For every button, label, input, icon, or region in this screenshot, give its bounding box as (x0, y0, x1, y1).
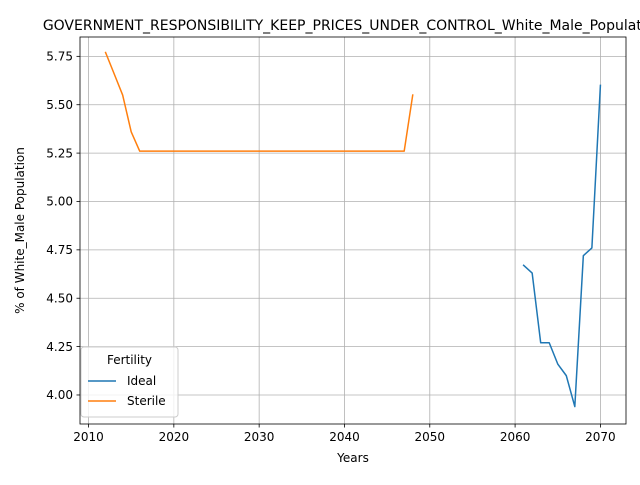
series-line-ideal (522, 84, 602, 408)
legend-label-sterile: Sterile (127, 394, 166, 408)
y-tick-label: 4.75 (46, 243, 73, 257)
x-tick-label: 2030 (244, 430, 275, 444)
tick-layer: 2010 2020 2030 2040 2050 2060 2070 4.00 4.25 4.50… (46, 50, 615, 444)
legend-entries: Ideal Sterile (88, 374, 166, 408)
y-axis-title: % of White_Male Population (13, 147, 27, 314)
y-tick-label: 5.25 (46, 146, 73, 160)
y-tick-label: 4.00 (46, 388, 73, 402)
y-tick-label: 4.25 (46, 340, 73, 354)
chart-title: GOVERNMENT_RESPONSIBILITY_KEEP_PRICES_UN… (43, 18, 640, 34)
series-layer (104, 51, 602, 408)
x-tick-label: 2070 (585, 430, 616, 444)
y-tick-label: 5.00 (46, 195, 73, 209)
plot-frame (79, 36, 627, 425)
legend-title: Fertility (107, 353, 152, 367)
y-tick-label: 5.50 (46, 98, 73, 112)
x-tick-label: 2040 (329, 430, 360, 444)
x-axis-title: Years (336, 451, 369, 465)
x-tick-label: 2060 (500, 430, 531, 444)
x-tick-label: 2050 (415, 430, 446, 444)
y-tick-label: 4.50 (46, 291, 73, 305)
series-line-sterile (104, 51, 414, 152)
x-tick-label: 2020 (159, 430, 190, 444)
y-tick-label: 5.75 (46, 50, 73, 64)
legend: Fertility Ideal Sterile (80, 346, 179, 418)
legend-box (80, 346, 179, 418)
legend-label-ideal: Ideal (127, 374, 156, 388)
x-tick-label: 2010 (73, 430, 104, 444)
